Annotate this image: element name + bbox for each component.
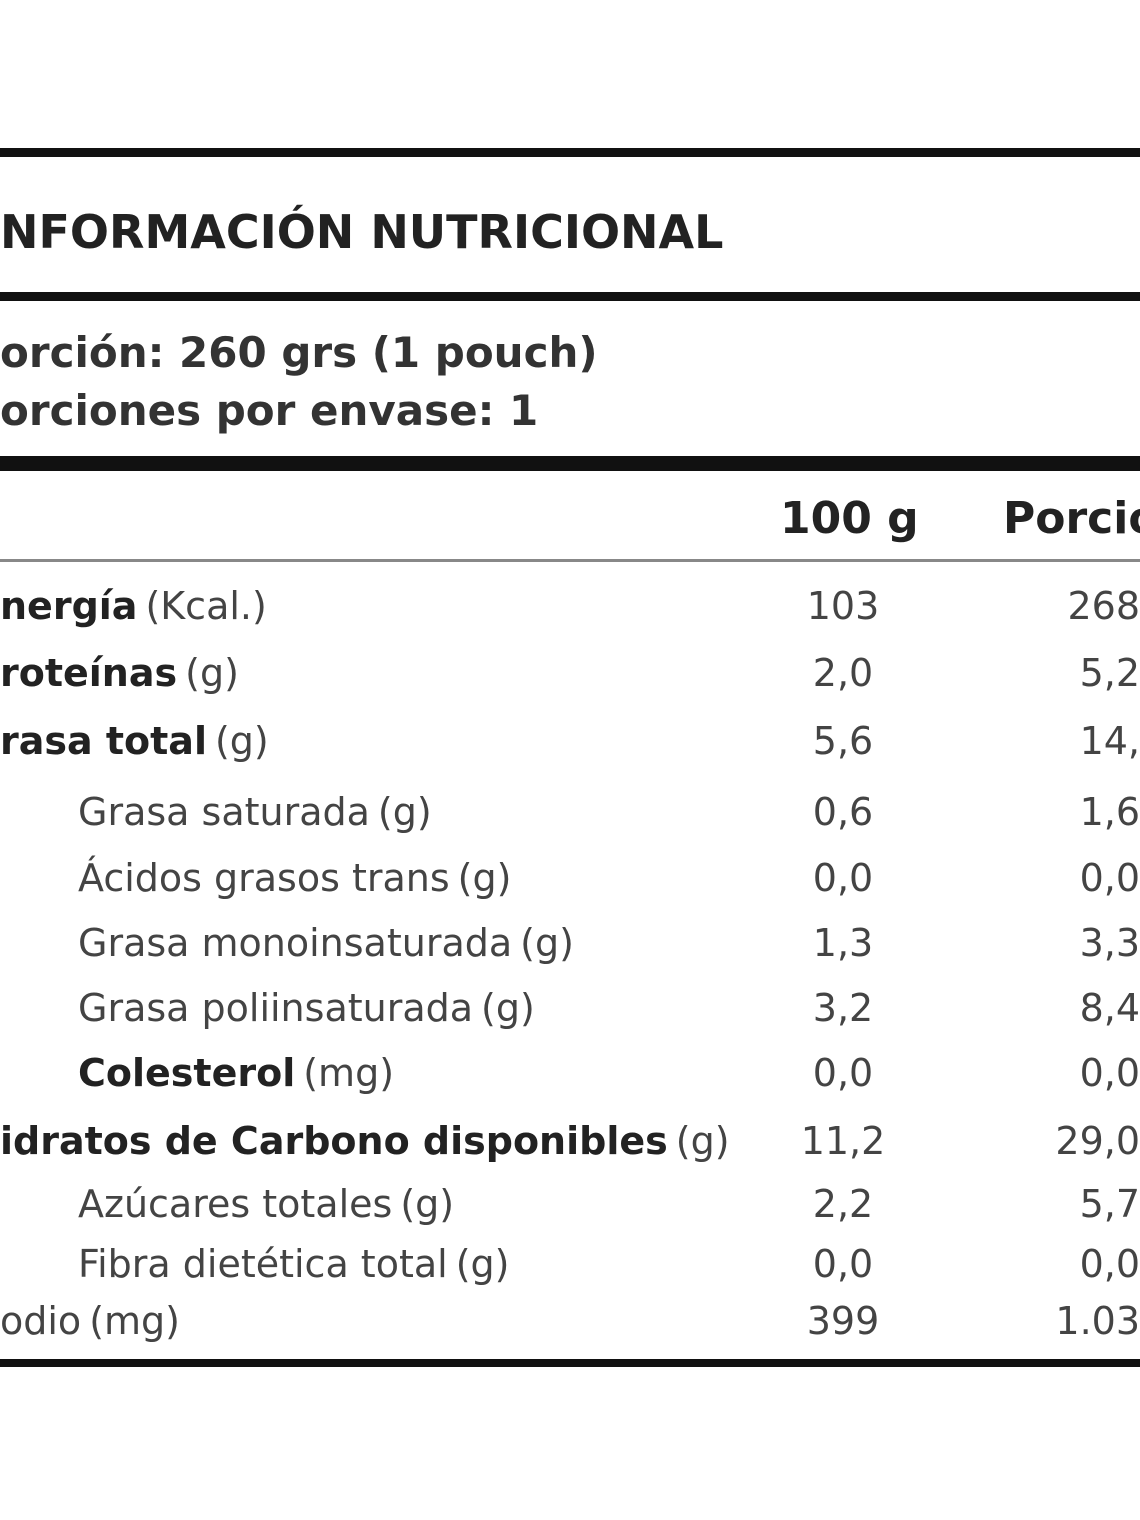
serving: orción: 260 grs (1 pouch): [0, 328, 598, 377]
value-portion: 1,6: [1079, 790, 1140, 834]
value-portion: 0,0: [1079, 1051, 1140, 1095]
value-100g: 0,6: [812, 790, 874, 834]
row-label: roteínas (g): [0, 643, 239, 703]
unit: (g): [185, 651, 239, 695]
rule: [0, 1359, 1140, 1367]
row-label: Ácidos grasos trans (g): [78, 848, 511, 908]
rule: [0, 456, 1140, 471]
row-label: Grasa monoinsaturada (g): [78, 913, 574, 973]
nutrient-name: Grasa poliinsaturada: [78, 986, 474, 1030]
row-label: rasa total (g): [0, 711, 269, 771]
value-portion: 0,0: [1079, 1242, 1140, 1286]
row-label: nergía (Kcal.): [0, 576, 267, 636]
servings: orciones por envase: 1: [0, 386, 539, 435]
unit: (mg): [89, 1299, 180, 1343]
value-100g: 0,0: [812, 1051, 874, 1095]
value-100g: 2,2: [812, 1182, 874, 1226]
title: NFORMACIÓN NUTRICIONAL: [0, 205, 724, 259]
value-portion: 29,0: [1055, 1119, 1140, 1163]
nutrient-name: Azúcares totales: [78, 1182, 393, 1226]
value-100g: 3,2: [812, 986, 874, 1030]
unit: (g): [675, 1119, 730, 1163]
unit: (g): [520, 921, 574, 965]
row-label: Grasa saturada (g): [78, 782, 432, 842]
value-100g: 1,3: [812, 921, 874, 965]
value-100g: 0,0: [812, 856, 874, 900]
nutrient-name: Colesterol: [78, 1051, 296, 1095]
value-portion: 8,4: [1079, 986, 1140, 1030]
nutrient-name: odio: [0, 1299, 82, 1343]
value-100g: 5,6: [812, 719, 874, 763]
nutrient-name: rasa total: [0, 719, 207, 763]
value-100g: 11,2: [800, 1119, 886, 1163]
unit: (g): [481, 986, 535, 1030]
nutrient-name: roteínas: [0, 651, 178, 695]
rule: [0, 559, 1140, 562]
unit: (g): [457, 856, 512, 900]
unit: (g): [455, 1242, 510, 1286]
nutrient-name: Grasa saturada: [78, 790, 370, 834]
row-label: Fibra dietética total (g): [78, 1234, 509, 1294]
value-100g: 399: [806, 1299, 880, 1343]
value-portion: 268: [1067, 584, 1140, 628]
nutrient-name: Fibra dietética total: [78, 1242, 448, 1286]
unit: (g): [214, 719, 269, 763]
row-label: odio (mg): [0, 1291, 180, 1351]
value-portion: 3,3: [1079, 921, 1140, 965]
nutrient-name: idratos de Carbono disponibles: [0, 1119, 668, 1163]
value-100g: 0,0: [812, 1242, 874, 1286]
value-portion: 1.03: [1055, 1299, 1140, 1343]
column-header: 100 g: [780, 493, 919, 544]
row-label: Azúcares totales (g): [78, 1174, 454, 1234]
nutrient-name: Grasa monoinsaturada: [78, 921, 513, 965]
unit: (mg): [303, 1051, 395, 1095]
unit: (Kcal.): [145, 584, 267, 628]
nutrient-name: nergía: [0, 584, 138, 628]
value-portion: 5,2: [1079, 651, 1140, 695]
value-100g: 103: [806, 584, 880, 628]
unit: (g): [377, 790, 432, 834]
value-portion: 14,: [1079, 719, 1140, 763]
rule: [0, 292, 1140, 301]
value-portion: 5,7: [1079, 1182, 1140, 1226]
row-label: Colesterol (mg): [78, 1043, 394, 1103]
value-portion: 0,0: [1079, 856, 1140, 900]
rule: [0, 148, 1140, 157]
unit: (g): [400, 1182, 455, 1226]
row-label: Grasa poliinsaturada (g): [78, 978, 535, 1038]
row-label: idratos de Carbono disponibles (g): [0, 1111, 730, 1171]
column-header: Porcio: [1003, 493, 1140, 544]
value-100g: 2,0: [812, 651, 874, 695]
nutrient-name: Ácidos grasos trans: [78, 856, 450, 900]
